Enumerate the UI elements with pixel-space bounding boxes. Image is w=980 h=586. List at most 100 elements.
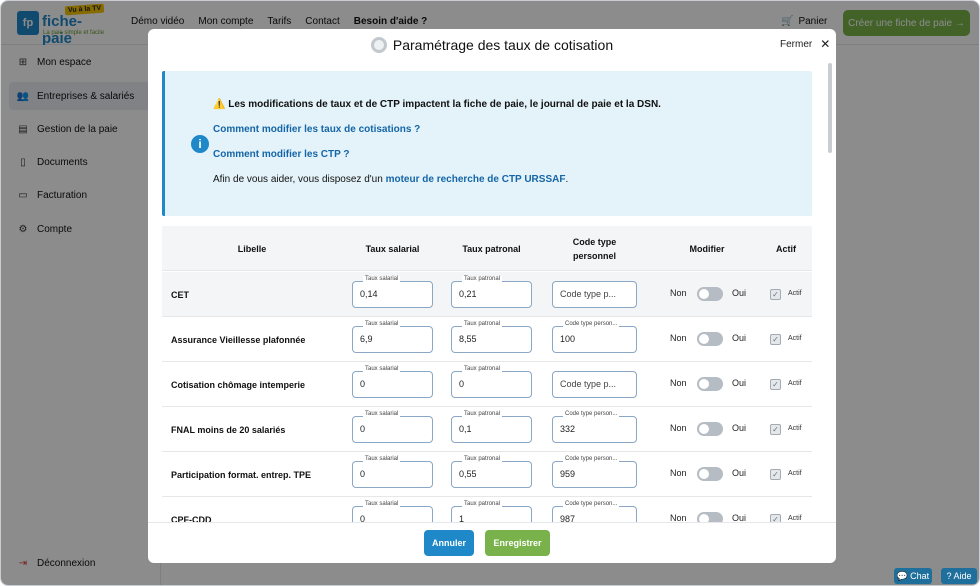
cart-icon: 🛒 bbox=[781, 16, 794, 27]
actif-checkbox[interactable]: ✓ bbox=[770, 424, 781, 435]
folder-icon: ▭ bbox=[18, 189, 28, 201]
main-nav: Démo vidéo Mon compte Tarifs Contact Bes… bbox=[131, 16, 427, 27]
save-button[interactable]: Enregistrer bbox=[485, 530, 550, 556]
table-header: Libelle Taux salarial Taux patronal Code… bbox=[162, 226, 812, 271]
chat-button[interactable]: 💬 Chat bbox=[894, 568, 932, 584]
actif-label: Actif bbox=[788, 380, 802, 387]
field-floating-label: Taux salarial bbox=[363, 411, 401, 417]
modifier-toggle[interactable] bbox=[697, 287, 723, 301]
actif-checkbox[interactable]: ✓ bbox=[770, 334, 781, 345]
close-button[interactable]: Fermer ✕ bbox=[780, 37, 830, 51]
taux-patronal-input[interactable]: Taux patronal 1 bbox=[451, 501, 532, 522]
logout-label: Déconnexion bbox=[37, 557, 96, 569]
field-value: 0 bbox=[360, 469, 366, 479]
taux-patronal-input[interactable]: Taux patronal 0,1 bbox=[451, 411, 532, 443]
field-value: 0 bbox=[459, 379, 465, 389]
sidebar-item-gestion-paie[interactable]: ▤ Gestion de la paie bbox=[9, 115, 153, 143]
actif-label: Actif bbox=[788, 425, 802, 432]
field-floating-label: Taux patronal bbox=[462, 276, 503, 282]
actif-checkbox[interactable]: ✓ bbox=[770, 289, 781, 300]
gear-icon: ⚙ bbox=[18, 223, 28, 235]
field-floating-label: Taux patronal bbox=[462, 321, 503, 327]
code-type-input[interactable]: Code type p... bbox=[552, 371, 637, 398]
sidebar-item-facturation[interactable]: ▭ Facturation bbox=[9, 181, 153, 209]
sidebar-item-documents[interactable]: ▯ Documents bbox=[9, 148, 153, 176]
field-value: 332 bbox=[560, 424, 576, 434]
modifier-toggle[interactable] bbox=[697, 512, 723, 522]
field-value: 0,14 bbox=[360, 289, 378, 299]
code-type-input[interactable]: Code type person... 100 bbox=[552, 321, 637, 353]
toggle-oui-label: Oui bbox=[732, 378, 747, 388]
taux-patronal-input[interactable]: Taux patronal 8,55 bbox=[451, 321, 532, 353]
modal-scrollbar[interactable] bbox=[828, 63, 832, 153]
logout-button[interactable]: ⇥ Déconnexion bbox=[9, 549, 153, 577]
link-modify-rates[interactable]: Comment modifier les taux de cotisations… bbox=[213, 124, 421, 135]
ctp-search-link[interactable]: moteur de recherche de CTP URSSAF bbox=[385, 174, 566, 185]
toggle-non-label: Non bbox=[670, 378, 687, 388]
actif-checkbox[interactable]: ✓ bbox=[770, 379, 781, 390]
field-floating-label: Code type person... bbox=[563, 501, 620, 507]
actif-checkbox[interactable]: ✓ bbox=[770, 469, 781, 480]
taux-salarial-input[interactable]: Taux salarial 0 bbox=[352, 456, 433, 488]
taux-salarial-input[interactable]: Taux salarial 6,9 bbox=[352, 321, 433, 353]
create-payslip-button[interactable]: Créer une fiche de paie → bbox=[843, 10, 970, 36]
modifier-toggle[interactable] bbox=[697, 377, 723, 391]
taux-salarial-input[interactable]: Taux salarial 0 bbox=[352, 501, 433, 522]
logo[interactable]: fp fiche-paie Vu à la TV La paie simple … bbox=[17, 3, 112, 47]
col-taux-patronal: Taux patronal bbox=[462, 243, 521, 254]
info-icon: i bbox=[191, 135, 209, 153]
help-button[interactable]: ? Aide bbox=[941, 568, 977, 584]
code-type-input[interactable]: Code type person... 959 bbox=[552, 456, 637, 488]
field-value: 1 bbox=[459, 514, 465, 522]
col-code-type-line2: personnel bbox=[572, 250, 616, 261]
users-icon: 👥 bbox=[16, 90, 30, 102]
logo-name: fiche-paie bbox=[42, 13, 83, 47]
col-libelle: Libelle bbox=[237, 243, 267, 254]
toggle-oui-label: Oui bbox=[732, 468, 747, 478]
warning-icon: ⚠️ bbox=[213, 99, 226, 110]
toggle-non-label: Non bbox=[670, 468, 687, 478]
field-floating-label: Taux patronal bbox=[462, 366, 503, 372]
field-value: 0,21 bbox=[459, 289, 477, 299]
nav-help[interactable]: Besoin d'aide ? bbox=[353, 16, 428, 27]
taux-patronal-input[interactable]: Taux patronal 0,21 bbox=[451, 276, 532, 308]
toggle-non-label: Non bbox=[670, 288, 687, 298]
modifier-toggle[interactable] bbox=[697, 467, 723, 481]
modifier-toggle[interactable] bbox=[697, 332, 723, 346]
cart-link[interactable]: 🛒 Panier bbox=[781, 16, 827, 27]
sidebar-item-compte[interactable]: ⚙ Compte bbox=[9, 215, 153, 243]
nav-pricing[interactable]: Tarifs bbox=[267, 16, 292, 27]
field-value: Code type p... bbox=[560, 379, 617, 389]
nav-account[interactable]: Mon compte bbox=[198, 16, 254, 27]
sidebar-item-mon-espace[interactable]: ⊞ Mon espace bbox=[9, 48, 153, 76]
actif-checkbox[interactable]: ✓ bbox=[770, 514, 781, 522]
field-value: 0 bbox=[360, 424, 366, 434]
sidebar-item-label: Compte bbox=[37, 223, 73, 235]
code-type-input[interactable]: Code type person... 987 bbox=[552, 501, 637, 522]
logo-mark: fp bbox=[17, 11, 39, 35]
taux-salarial-input[interactable]: Taux salarial 0 bbox=[352, 366, 433, 398]
link-modify-ctp[interactable]: Comment modifier les CTP ? bbox=[213, 149, 350, 160]
check-icon: ✓ bbox=[772, 380, 779, 389]
info-panel: i ⚠️ Les modifications de taux et de CTP… bbox=[162, 71, 812, 216]
toggle-knob bbox=[699, 424, 709, 434]
toggle-oui-label: Oui bbox=[732, 333, 747, 343]
toggle-knob bbox=[699, 379, 709, 389]
field-value: 959 bbox=[560, 469, 576, 479]
nav-demo[interactable]: Démo vidéo bbox=[131, 16, 185, 27]
document-icon: ▯ bbox=[20, 156, 26, 168]
nav-contact[interactable]: Contact bbox=[305, 16, 340, 27]
field-floating-label: Taux salarial bbox=[363, 456, 401, 462]
cancel-button[interactable]: Annuler bbox=[424, 530, 474, 556]
warning-text: ⚠️ Les modifications de taux et de CTP i… bbox=[213, 99, 661, 110]
taux-patronal-input[interactable]: Taux patronal 0 bbox=[451, 366, 532, 398]
sidebar-item-entreprises[interactable]: 👥 Entreprises & salariés bbox=[9, 82, 153, 110]
modifier-toggle[interactable] bbox=[697, 422, 723, 436]
taux-salarial-input[interactable]: Taux salarial 0 bbox=[352, 411, 433, 443]
code-type-input[interactable]: Code type p... bbox=[552, 281, 637, 308]
taux-salarial-input[interactable]: Taux salarial 0,14 bbox=[352, 276, 433, 308]
code-type-input[interactable]: Code type person... 332 bbox=[552, 411, 637, 443]
taux-patronal-input[interactable]: Taux patronal 0,55 bbox=[451, 456, 532, 488]
field-floating-label: Taux salarial bbox=[363, 321, 401, 327]
